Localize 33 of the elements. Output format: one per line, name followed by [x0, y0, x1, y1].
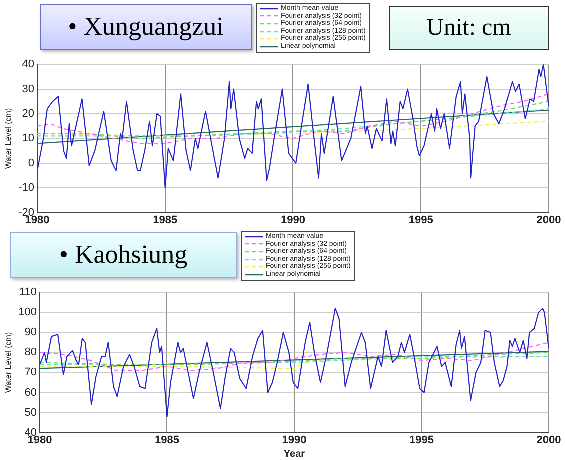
y-tick-label: 10 — [22, 132, 34, 145]
x-tick-label: 1990 — [282, 434, 307, 446]
x-tick-label: 1990 — [281, 214, 306, 226]
y-tick-label: 100 — [18, 306, 37, 319]
y-axis-title: Water Level (cm) — [4, 108, 14, 170]
x-tick-label: 1985 — [153, 214, 178, 226]
x-tick-label: 1985 — [154, 434, 180, 446]
chart-title: • Kaohsiung — [10, 232, 237, 278]
x-tick-label: 2000 — [536, 214, 562, 226]
line-series — [40, 352, 549, 366]
y-tick-label: 40 — [22, 58, 34, 71]
x-tick-label: 1995 — [409, 434, 434, 446]
x-tick-label: 1995 — [408, 214, 434, 226]
x-tick-label: 2000 — [536, 434, 562, 446]
y-tick-label: 110 — [19, 286, 37, 299]
line-series — [40, 342, 549, 372]
chart-title: • Xunguangzui — [40, 4, 252, 50]
y-tick-label: 90 — [24, 326, 37, 339]
y-tick-label: 0 — [28, 157, 34, 170]
y-tick-label: 20 — [22, 108, 34, 120]
line-series — [38, 108, 549, 137]
y-tick-label: 30 — [22, 83, 34, 96]
x-axis-title: Year — [284, 448, 306, 460]
line-series — [40, 356, 549, 370]
y-axis-title: Water Level (cm) — [4, 332, 14, 394]
text: Unit: cm — [389, 6, 549, 50]
y-tick-label: -10 — [18, 182, 34, 194]
y-tick-label: 70 — [24, 366, 37, 379]
y-tick-label: 80 — [24, 346, 37, 359]
line-series — [38, 101, 549, 140]
line-series — [38, 94, 549, 144]
y-tick-label: 60 — [24, 386, 37, 399]
y-tick-label: 50 — [24, 406, 37, 419]
